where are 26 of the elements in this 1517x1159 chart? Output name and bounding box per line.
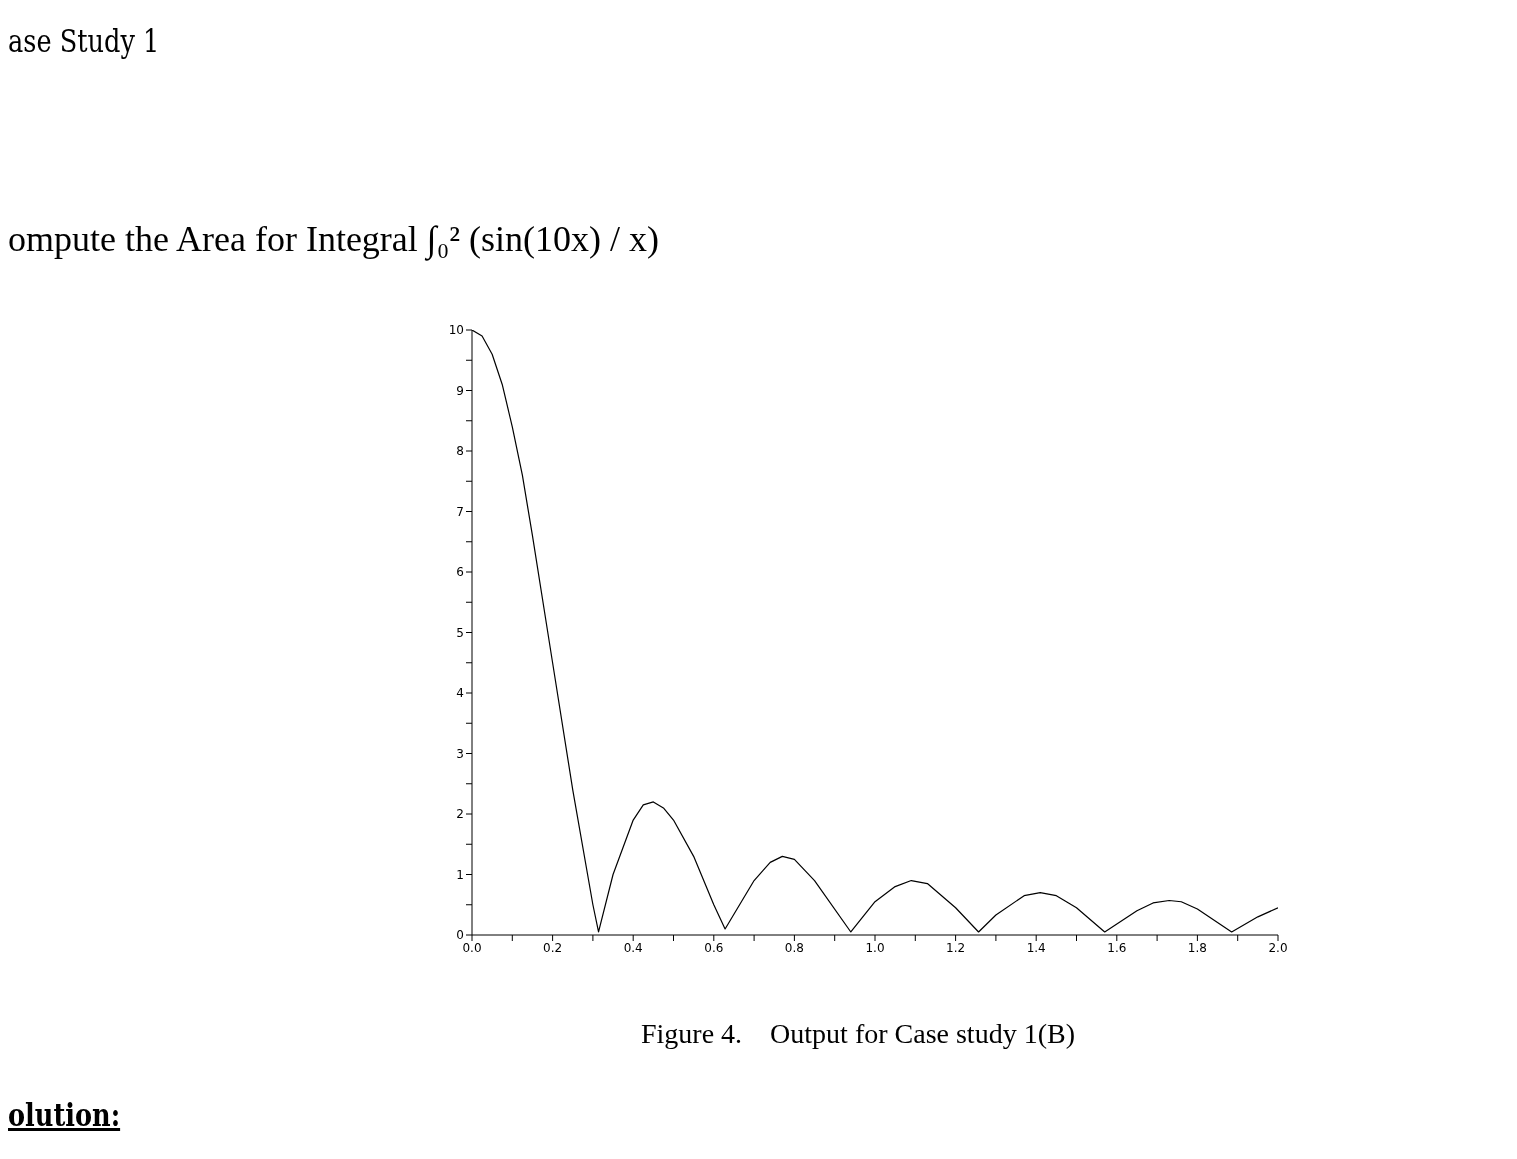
chart-subtitle: ompute the Area for Integral ∫₀² (sin(10x) / x)	[8, 218, 660, 260]
x-tick-label: 0.8	[784, 940, 804, 955]
x-tick-label: 1.8	[1187, 940, 1207, 955]
y-tick-label: 1	[456, 867, 464, 882]
x-tick-label: 0.4	[623, 940, 643, 955]
x-tick-label: 1.0	[865, 940, 885, 955]
caption: Figure 4. Output for Case study 1(B)	[640, 1018, 1076, 1050]
x-tick-label: 0.2	[543, 940, 563, 955]
x-tick-label: 1.2	[946, 940, 966, 955]
x-tick-label: 0.6	[704, 940, 724, 955]
y-tick-label: 9	[456, 383, 464, 398]
y-tick-label: 4	[456, 686, 464, 701]
x-tick-label: 1.6	[1107, 940, 1127, 955]
x-tick-label: 0.0	[462, 940, 482, 955]
text: olution:	[8, 1096, 121, 1134]
y-tick-label: 6	[456, 565, 464, 580]
y-tick-label: 3	[456, 746, 464, 761]
y-tick-label: 5	[456, 625, 464, 640]
y-tick-label: 0	[456, 928, 464, 943]
y-tick-label: 2	[456, 807, 464, 822]
y-tick-label: 10	[448, 323, 464, 338]
x-tick-label: 1.4	[1026, 940, 1046, 955]
x-tick-label: 2.0	[1268, 940, 1288, 955]
text: ase Study 1	[8, 22, 160, 60]
y-tick-label: 8	[456, 444, 464, 459]
y-tick-label: 7	[456, 504, 464, 519]
